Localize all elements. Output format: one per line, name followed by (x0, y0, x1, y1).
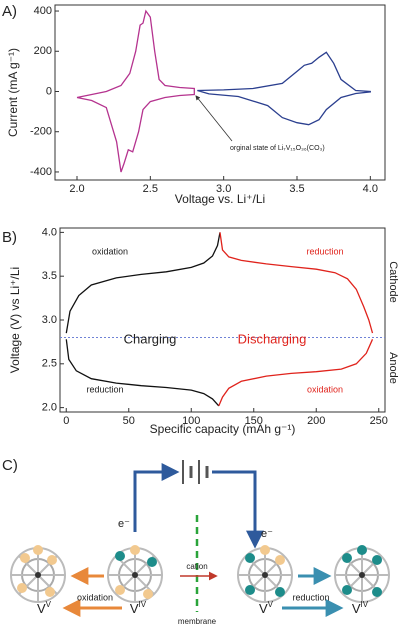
species-label: VIV (352, 600, 369, 616)
y-tick-label: -400 (30, 166, 52, 178)
cluster (10, 545, 66, 603)
y-tick-label: 4.0 (42, 226, 57, 238)
electron-label: e⁻ (118, 518, 130, 530)
y-tick-label: -200 (30, 126, 52, 138)
base: V (130, 601, 139, 616)
species-label: VV (259, 600, 274, 616)
y-tick-label: 200 (34, 45, 52, 57)
oxidation-label: oxidation (77, 592, 113, 602)
annotation: orginal state of Li₇V₁₅O₃₆(CO₃) (230, 145, 325, 152)
x-tick-label: 4.0 (363, 183, 378, 195)
panel-label: A) (2, 3, 17, 20)
base: V (352, 601, 361, 616)
reduction-label: reduction (292, 592, 329, 602)
sup: IV (139, 600, 147, 609)
plot-frame (54, 4, 386, 181)
y-tick-label: 3.0 (42, 314, 57, 326)
battery (182, 460, 209, 484)
annotation: Cathode (387, 261, 399, 303)
electron-label: e⁻ (261, 528, 273, 540)
panel-label: C) (2, 457, 18, 474)
x-tick-label: 2.5 (143, 183, 158, 195)
wire-left (133, 463, 180, 532)
x-tick-label: 200 (307, 415, 325, 427)
membrane-label: membrane (178, 617, 217, 626)
y-tick-label: 2.0 (42, 402, 57, 414)
species-label: VV (37, 600, 52, 616)
annotation: oxidation (307, 384, 343, 394)
wire-right (212, 470, 264, 549)
base: V (259, 601, 268, 616)
y-tick-label: 0 (46, 85, 52, 97)
panel-label: B) (2, 229, 17, 246)
species-label: VIV (130, 600, 147, 616)
curve (76, 9, 195, 173)
curve (197, 51, 371, 126)
curve (218, 339, 374, 407)
y-tick-label: 3.5 (42, 270, 57, 282)
cluster (107, 545, 163, 603)
cluster (237, 545, 293, 603)
annotation: Charging (124, 331, 177, 346)
y-tick-label: 2.5 (42, 358, 57, 370)
cation-label: cation (186, 562, 207, 571)
x-tick-label: 2.0 (69, 183, 84, 195)
annotation-pointer (195, 95, 233, 142)
curve (219, 232, 374, 334)
annotation: Discharging (238, 331, 307, 346)
x-tick-label: 50 (123, 415, 135, 427)
x-tick-label: 100 (182, 415, 200, 427)
cluster (334, 545, 390, 603)
curve (65, 232, 221, 334)
x-axis-label: Voltage vs. Li⁺/Li (175, 192, 265, 206)
x-axis-label: Specific capacity (mAh g⁻¹) (150, 422, 296, 436)
curve (65, 339, 220, 407)
annotation: Anode (387, 352, 399, 384)
x-tick-label: 3.0 (216, 183, 231, 195)
sup: V (46, 600, 52, 609)
y-axis-label: Voltage (V) vs Li⁺/Li (8, 267, 22, 373)
annotation: reduction (86, 384, 123, 394)
x-tick-label: 250 (370, 415, 388, 427)
y-axis-label: Current (mA g⁻¹) (6, 48, 20, 137)
x-tick-label: 0 (63, 415, 69, 427)
sup: IV (361, 600, 369, 609)
x-tick-label: 3.5 (289, 183, 304, 195)
annotation: reduction (306, 246, 343, 256)
sup: V (268, 600, 274, 609)
base: V (37, 601, 46, 616)
x-tick-label: 150 (245, 415, 263, 427)
y-tick-label: 400 (34, 5, 52, 17)
annotation: oxidation (92, 246, 128, 256)
